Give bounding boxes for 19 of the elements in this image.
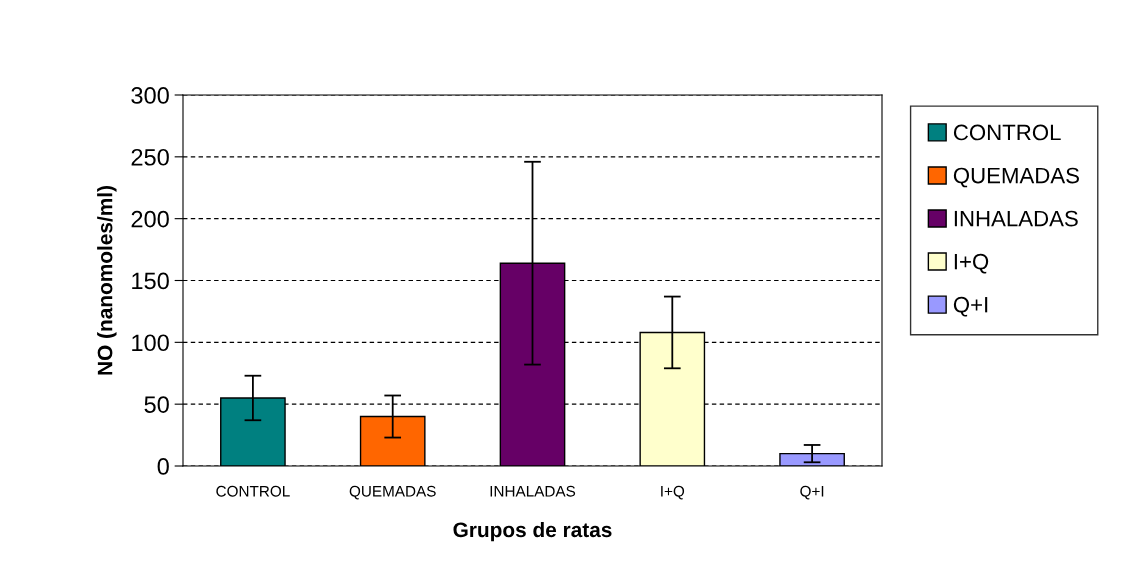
legend-label: CONTROL bbox=[953, 124, 1061, 141]
x-tick-label: I+Q bbox=[661, 485, 685, 500]
y-tick-label: 200 bbox=[131, 210, 169, 228]
y-tick-label: 100 bbox=[132, 334, 169, 352]
y-tick-label: 0 bbox=[157, 458, 169, 475]
x-tick-label: INHALADAS bbox=[490, 485, 576, 497]
x-tick-label: CONTROL bbox=[216, 485, 290, 497]
legend-label: QUEMADAS bbox=[953, 167, 1079, 188]
y-tick-label: 250 bbox=[131, 148, 169, 166]
legend-label: Q+I bbox=[953, 296, 988, 317]
y-tick-label: 150 bbox=[132, 272, 169, 290]
x-tick-label: QUEMADAS bbox=[349, 485, 436, 500]
x-axis-title: Grupos de ratas bbox=[453, 521, 612, 542]
legend-label: INHALADAS bbox=[954, 210, 1078, 227]
x-tick-label: Q+I bbox=[800, 485, 824, 500]
legend-label: I+Q bbox=[954, 253, 989, 274]
y-axis-title: NO (nanomoles/ml) bbox=[97, 186, 117, 375]
y-tick-label: 300 bbox=[131, 87, 169, 104]
y-tick-label: 50 bbox=[144, 396, 169, 413]
